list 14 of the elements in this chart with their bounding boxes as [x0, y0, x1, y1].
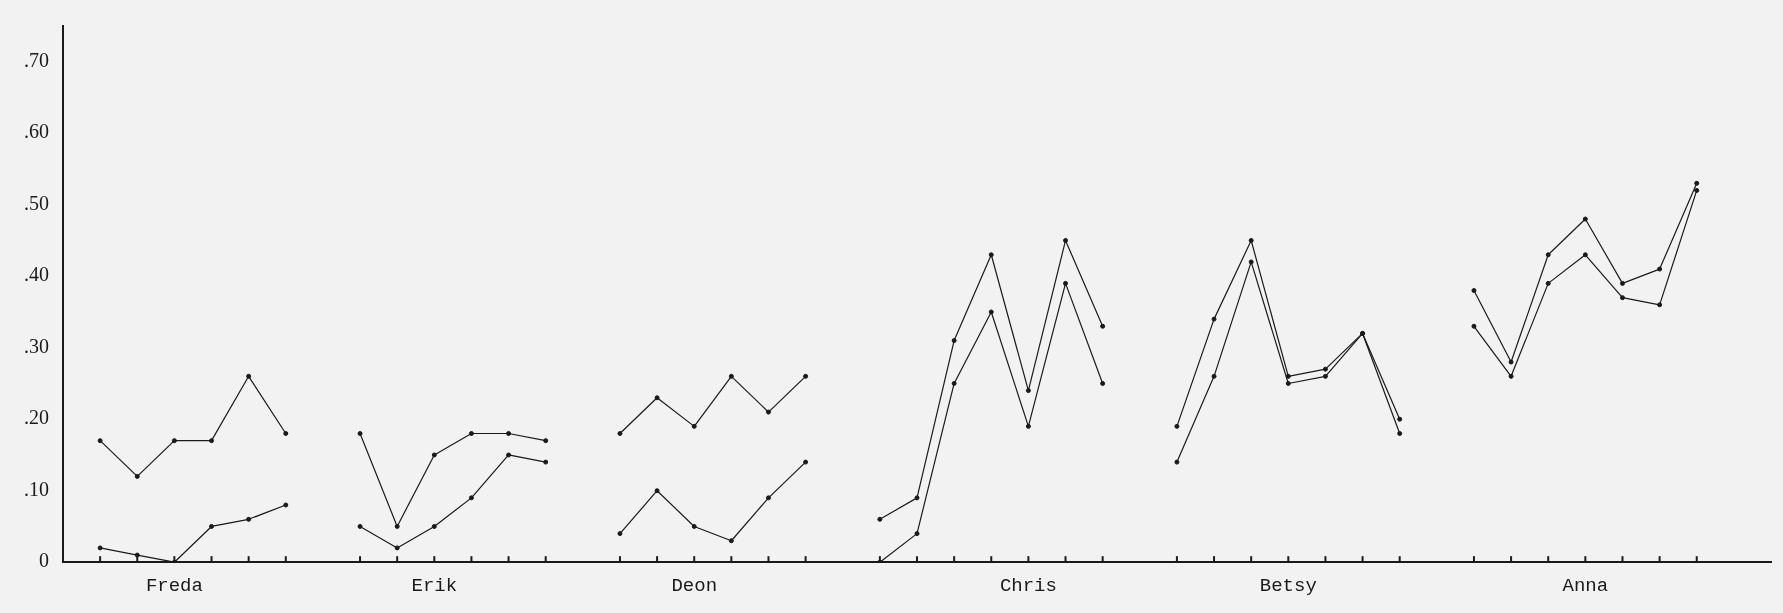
y-tick-label: .20 [24, 406, 49, 429]
y-tick-label: .40 [24, 263, 49, 286]
x-tick-label: Deon [671, 574, 718, 597]
y-tick-label: .60 [24, 120, 49, 143]
y-tick-label: .70 [24, 49, 49, 71]
x-tick-label: Freda [145, 574, 203, 597]
x-tick-label: Chris [999, 574, 1057, 597]
x-tick-label: Betsy [1259, 574, 1317, 597]
y-tick-label: .50 [24, 191, 49, 214]
x-tick-label: Anna [1562, 574, 1609, 597]
x-tick-label: Erik [411, 574, 458, 597]
y-tick-label: 0 [39, 549, 49, 572]
y-tick-label: .10 [24, 477, 49, 500]
y-tick-label: .30 [24, 334, 49, 357]
